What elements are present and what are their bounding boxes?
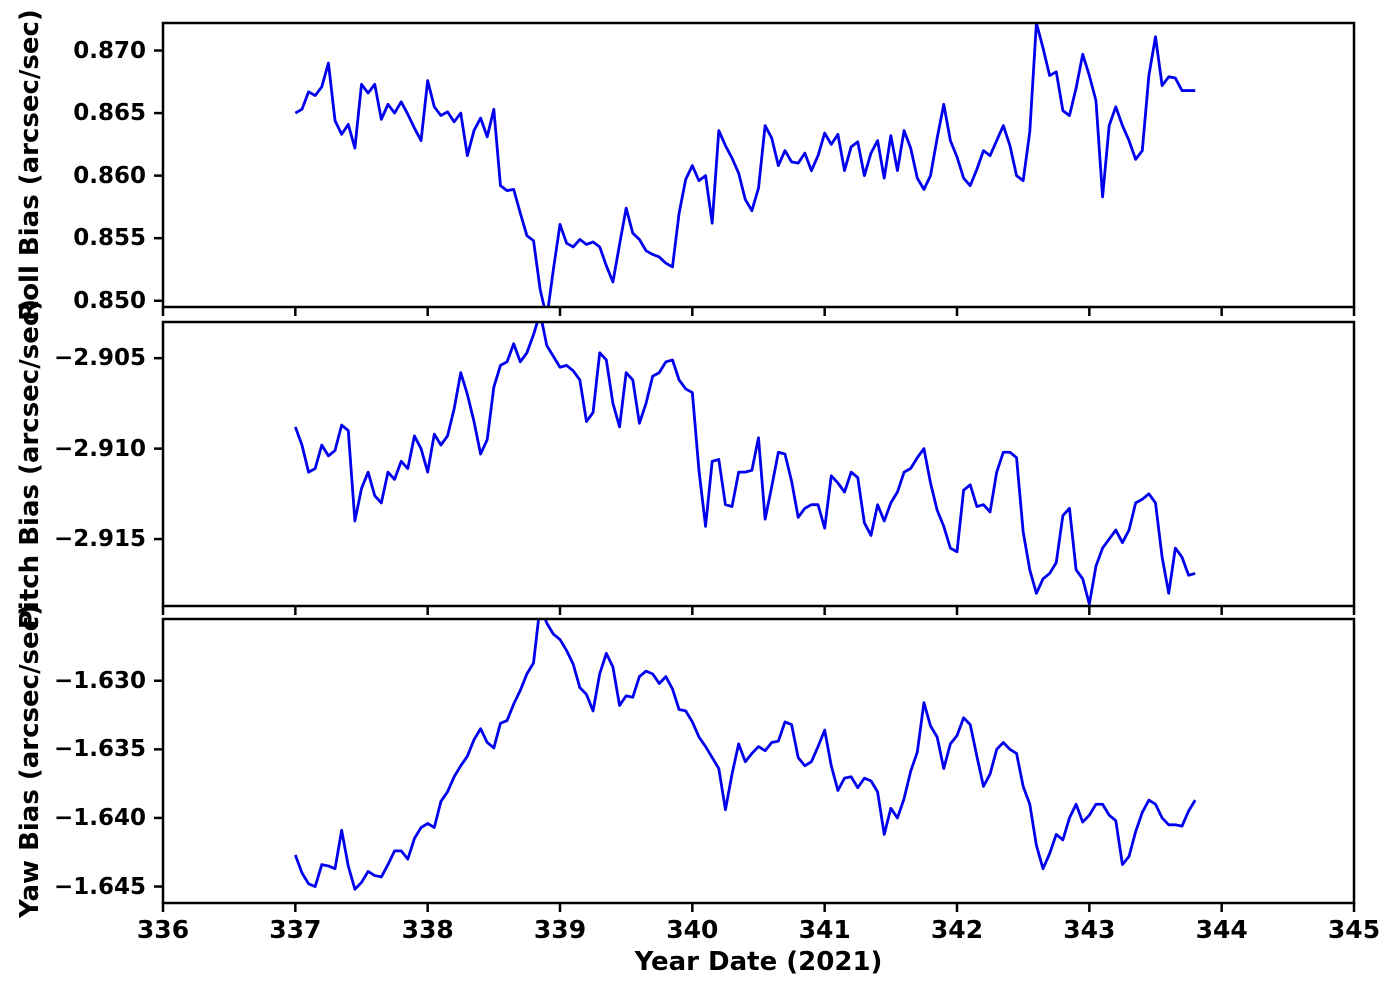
x-tick-label: 336 — [136, 915, 190, 944]
x-tick-label: 337 — [269, 915, 322, 944]
roll-bias-y-tick-label: 0.865 — [73, 100, 146, 127]
yaw-bias-y-tick-label: −1.645 — [53, 873, 146, 900]
roll-bias-panel — [154, 21, 1356, 316]
roll-bias-y-tick-label: 0.855 — [73, 225, 146, 252]
pitch-bias-y-tick-label: −2.910 — [53, 435, 146, 462]
x-tick-label: 338 — [401, 915, 454, 944]
yaw-bias-y-tick-label: −1.630 — [53, 667, 146, 694]
x-tick-label: 341 — [798, 915, 851, 944]
roll-x-ticks — [161, 307, 1356, 316]
roll-bias-line — [294, 22, 1196, 308]
x-tick-label: 339 — [533, 915, 587, 944]
yaw-x-ticks — [161, 903, 1356, 912]
pitch-y-ticks — [154, 356, 163, 541]
roll-y-ticks — [154, 49, 163, 302]
x-tick-label: 340 — [666, 915, 719, 944]
x-tick-label: 343 — [1063, 915, 1116, 944]
yaw-axes-border — [161, 617, 1356, 905]
x-axis-label: Year Date (2021) — [634, 947, 883, 977]
pitch-bias-line — [294, 321, 1196, 606]
pitch-x-ticks — [161, 606, 1356, 615]
x-tick-label: 342 — [930, 915, 984, 944]
pitch-axes-border — [161, 320, 1356, 608]
pitch-bias-panel — [154, 320, 1356, 615]
roll-axes-border — [161, 21, 1356, 309]
yaw-bias-y-tick-label: −1.635 — [53, 736, 146, 763]
x-tick-label: 344 — [1195, 915, 1248, 944]
yaw-bias-y-tick-label: −1.640 — [53, 804, 146, 831]
yaw-bias-line — [294, 618, 1197, 891]
roll-bias-y-tick-label: 0.850 — [73, 287, 146, 314]
pitch-bias-y-tick-label: −2.905 — [53, 345, 146, 372]
yaw-y-ticks — [154, 679, 163, 888]
pitch-bias-y-tick-label: −2.915 — [53, 526, 146, 553]
roll-bias-y-tick-label: 0.870 — [73, 37, 146, 64]
yaw-bias-panel — [154, 617, 1356, 912]
roll-bias-y-tick-label: 0.860 — [73, 162, 146, 189]
x-tick-label: 345 — [1327, 915, 1381, 944]
